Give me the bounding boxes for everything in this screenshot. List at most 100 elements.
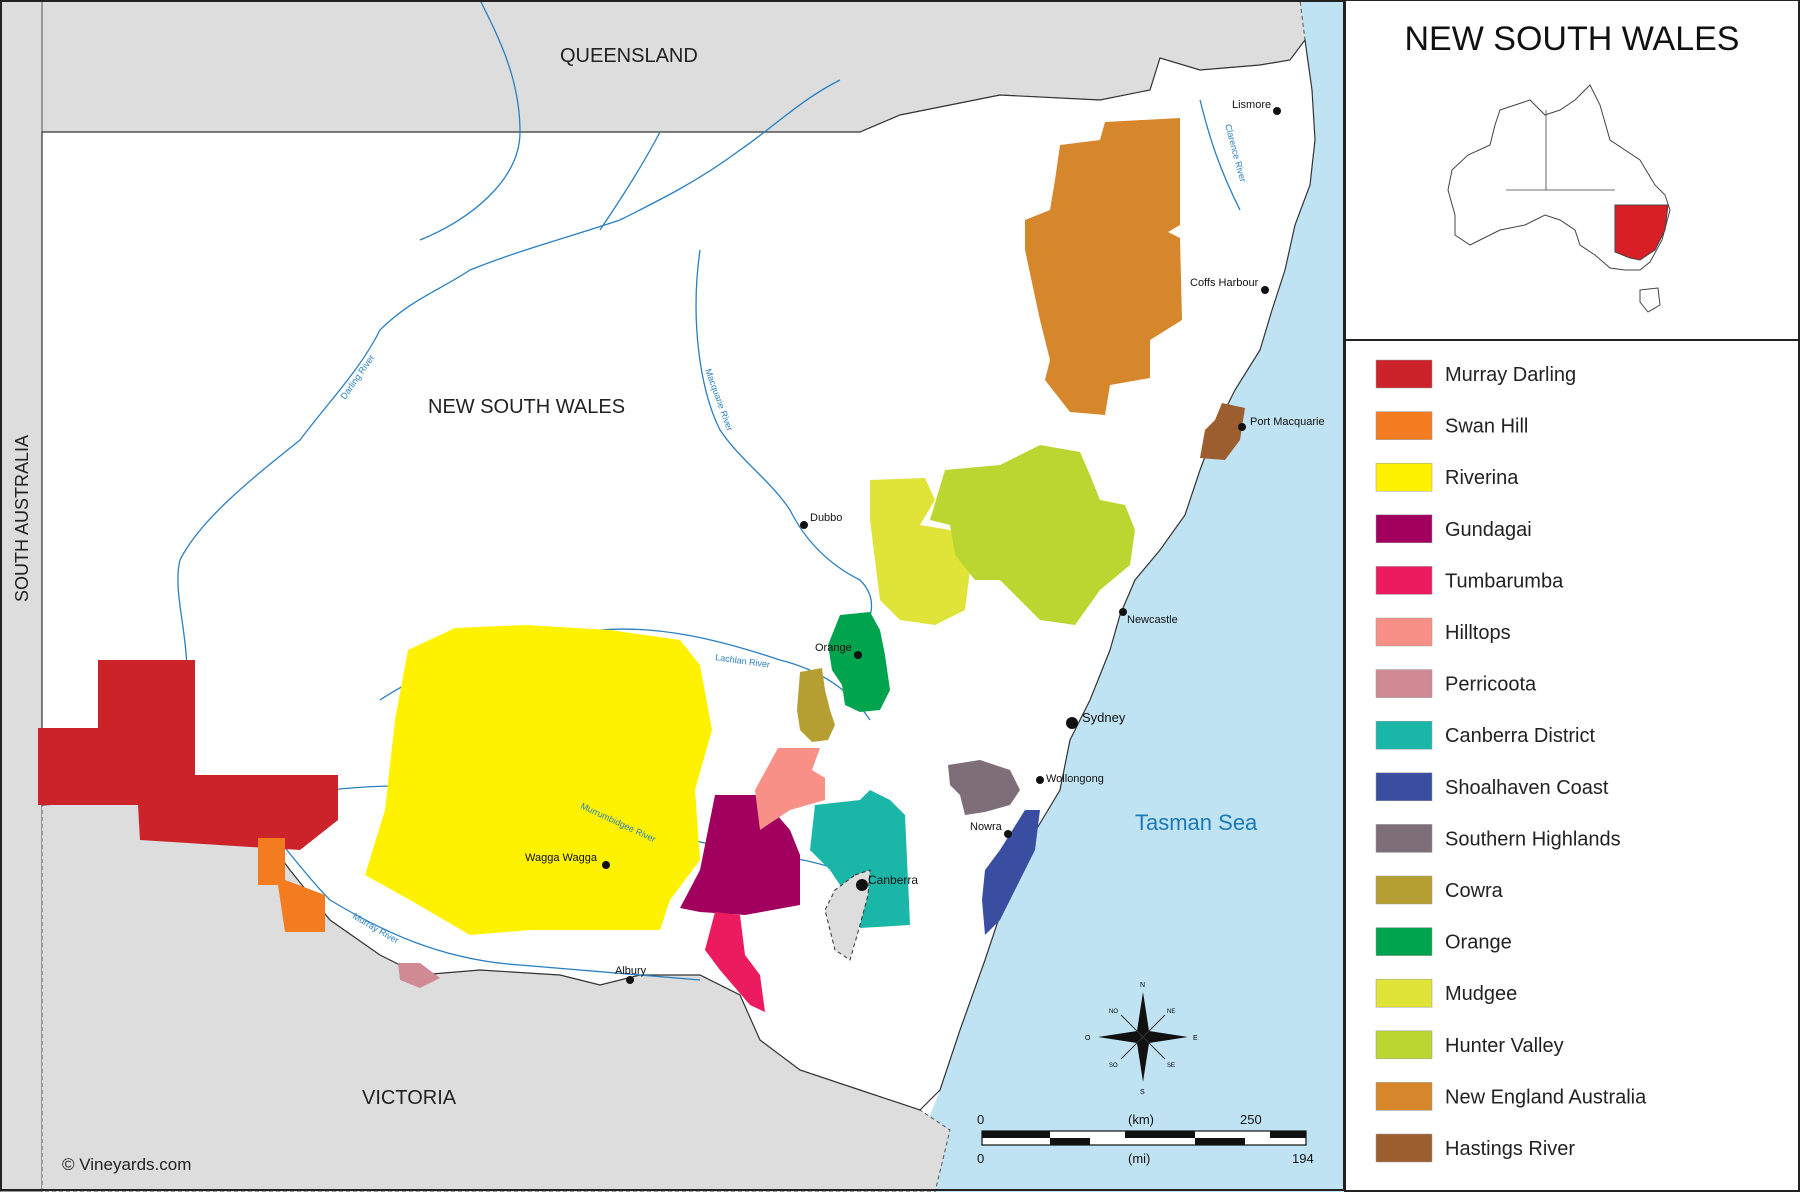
inset-australia-map (1447, 84, 1671, 313)
city-label-dubbo: Dubbo (810, 512, 842, 524)
panel-title: NEW SOUTH WALES (1405, 20, 1740, 58)
compass-no: NO (1109, 1009, 1118, 1015)
region-cowra (797, 668, 835, 742)
legend-label: Hilltops (1445, 622, 1511, 644)
city-label-nowra: Nowra (970, 821, 1003, 833)
scale-mi-unit: (mi) (1128, 1151, 1150, 1166)
region-perricoota (398, 963, 440, 988)
legend-label: Southern Highlands (1445, 828, 1621, 850)
city-dot-canberra (856, 879, 868, 891)
legend-swatch (1375, 617, 1433, 647)
legend: Murray Darling Swan Hill Riverina Gundagai T… (1375, 359, 1647, 1163)
act-territory (824, 869, 871, 961)
city-label-canberra: Canberra (868, 873, 918, 887)
clarence-river (1199, 99, 1241, 211)
legend-label: Murray Darling (1445, 364, 1576, 386)
scale-km-zero: 0 (977, 1112, 984, 1127)
legend-swatch (1375, 359, 1433, 389)
legend-label: Mudgee (1445, 983, 1517, 1005)
compass-rose: N S E O NE NO SE SO (1085, 982, 1198, 1096)
legend-swatch (1375, 462, 1433, 492)
label-south-australia: SOUTH AUSTRALIA (12, 435, 32, 602)
region-mudgee (870, 478, 970, 625)
cities (602, 107, 1281, 984)
region-hastings-river (1200, 403, 1245, 460)
legend-label: Gundagai (1445, 519, 1532, 541)
wine-regions (38, 118, 1245, 1012)
city-label-coffs: Coffs Harbour (1190, 277, 1259, 289)
city-dot-port-macquarie (1238, 423, 1246, 431)
macquarie-river (695, 249, 873, 641)
scale-km-unit: (km) (1128, 1112, 1154, 1127)
legend-label: Shoalhaven Coast (1445, 777, 1609, 799)
city-label-sydney: Sydney (1082, 710, 1126, 725)
region-gundagai (680, 795, 800, 915)
compass-e: E (1193, 1035, 1198, 1042)
inset-nsw-highlight (1614, 204, 1669, 261)
compass-ne: NE (1167, 1009, 1175, 1015)
region-hilltops (755, 748, 825, 830)
compass-s: S (1140, 1089, 1145, 1096)
label-nsw: NEW SOUTH WALES (428, 396, 625, 418)
copyright: © Vineyards.com (62, 1155, 191, 1174)
city-dot-coffs (1261, 286, 1269, 294)
scale-km-max: 250 (1240, 1112, 1262, 1127)
scale-mi-zero: 0 (977, 1151, 984, 1166)
city-dot-wagga (602, 861, 610, 869)
city-dot-albury (626, 976, 634, 984)
legend-label: Cowra (1445, 880, 1504, 902)
legend-label: New England Australia (1445, 1086, 1647, 1108)
city-label-albury: Albury (615, 965, 647, 977)
legend-label: Tumbarumba (1445, 570, 1564, 592)
city-label-orange: Orange (815, 642, 852, 654)
legend-label: Riverina (1445, 467, 1519, 489)
nsw-region (41, 38, 1316, 1111)
region-new-england (1025, 118, 1182, 415)
legend-label: Hunter Valley (1445, 1035, 1564, 1057)
legend-swatch (1375, 772, 1433, 802)
region-southern-highlands (948, 760, 1020, 815)
city-label-lismore: Lismore (1232, 99, 1271, 111)
legend-swatch (1375, 566, 1433, 595)
compass-n: N (1140, 982, 1145, 989)
city-dot-dubbo (800, 521, 808, 529)
region-shoalhaven-coast (982, 810, 1040, 935)
compass-so: SO (1109, 1063, 1118, 1069)
city-dot-newcastle (1119, 608, 1127, 616)
region-hunter-valley (930, 445, 1135, 625)
label-victoria: VICTORIA (362, 1087, 457, 1109)
legend-label: Canberra District (1445, 725, 1595, 747)
region-murray-darling (38, 660, 338, 850)
legend-swatch (1375, 411, 1433, 440)
city-dot-sydney (1066, 717, 1078, 729)
legend-swatch (1375, 720, 1433, 750)
city-label-newcastle: Newcastle (1127, 614, 1178, 626)
city-dot-lismore (1273, 107, 1281, 115)
qld-river-2 (599, 131, 661, 231)
city-label-wagga: Wagga Wagga (525, 852, 598, 864)
legend-swatch (1375, 978, 1433, 1008)
legend-swatch (1375, 875, 1433, 905)
city-dot-nowra (1004, 830, 1012, 838)
region-riverina (365, 625, 712, 935)
region-canberra-district (810, 790, 910, 928)
south-australia-region (0, 0, 43, 1192)
scale-bar: 0 (km) 250 0 (mi) 194 (977, 1112, 1314, 1166)
legend-swatch (1375, 1030, 1433, 1060)
region-orange (828, 612, 890, 712)
compass-se: SE (1167, 1063, 1175, 1069)
compass-o: O (1085, 1035, 1091, 1042)
darling-river (177, 79, 841, 721)
region-swan-hill (258, 838, 325, 932)
label-queensland: QUEENSLAND (560, 45, 698, 67)
city-label-port-macquarie: Port Macquarie (1250, 416, 1325, 428)
scale-mi-max: 194 (1292, 1151, 1314, 1166)
qld-river-1 (419, 0, 521, 241)
region-tumbarumba (705, 912, 765, 1012)
legend-label: Swan Hill (1445, 416, 1528, 438)
legend-swatch (1375, 669, 1433, 698)
legend-label: Hastings River (1445, 1138, 1575, 1160)
legend-label: Perricoota (1445, 674, 1537, 696)
legend-swatch (1375, 927, 1433, 956)
